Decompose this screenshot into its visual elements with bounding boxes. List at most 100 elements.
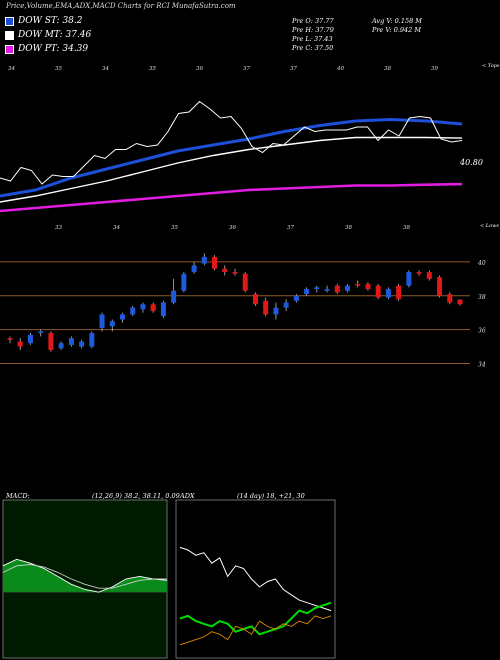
legend-swatch-icon <box>5 44 14 54</box>
candle-body <box>7 338 13 340</box>
candle-body <box>345 285 350 291</box>
candle-body <box>212 256 218 269</box>
stat-pre-close: Pre C: 37.50 <box>292 44 334 52</box>
macd-series-line <box>2 564 167 589</box>
price-level-label: 34 <box>478 362 486 369</box>
candle-body <box>273 307 279 315</box>
ema-top-label: 40 <box>336 66 344 72</box>
stat-pre-high: Pre H: 37.79 <box>292 26 334 34</box>
ema-bottom-label: 37 <box>287 225 294 231</box>
ema-level-value: 40.80 <box>460 158 483 167</box>
candle-body <box>426 272 432 279</box>
candle-body <box>355 283 361 286</box>
candle-body <box>38 331 44 334</box>
price-level-label: 36 <box>478 328 486 335</box>
ema-top-label: 35 <box>55 66 62 72</box>
ema-panel: 34 35 34 35 36 37 37 40 38 39 33 34 35 36 37 38 38 <box>0 66 463 231</box>
legend-dow-st: DOW ST: 38.2 <box>5 16 83 26</box>
candle-body <box>201 256 207 264</box>
ema-series-line <box>0 182 463 213</box>
ema-top-label: 34 <box>8 66 15 72</box>
candle-body <box>48 333 54 350</box>
candle-body <box>27 334 33 344</box>
ema-bottom-label: 33 <box>55 225 62 231</box>
candle-body <box>447 294 453 303</box>
close-price-line <box>0 100 463 185</box>
macd-params: (12,26,9) 38.2, 38.11, 0.09 <box>92 492 180 500</box>
candle-body <box>396 285 402 300</box>
candle-body <box>222 268 228 273</box>
candle-body <box>416 272 422 274</box>
legend-label: DOW ST: 38.2 <box>18 16 83 26</box>
candle-body <box>457 299 463 305</box>
ema-top-label: 38 <box>384 66 391 72</box>
adx-series-line <box>179 615 332 646</box>
adx-params: (14 day) 18, +21, 30 <box>237 492 305 500</box>
candle-body <box>242 273 248 291</box>
legend-dow-pt: DOW PT: 34.39 <box>5 44 88 54</box>
candle-body <box>334 285 340 293</box>
macd-title: MACD: <box>6 492 30 500</box>
macd-series-line <box>2 558 168 593</box>
macd-panel <box>2 499 168 659</box>
candle-body <box>120 314 125 320</box>
candle-body <box>17 341 23 347</box>
candle-body <box>314 287 320 290</box>
legend-swatch-icon <box>5 30 14 40</box>
candle-body <box>79 341 85 347</box>
stat-avg-volume: Avg V: 0.158 M <box>372 17 422 25</box>
stat-pre-volume: Pre V: 0.942 M <box>372 26 422 34</box>
adx-series-line <box>179 601 332 636</box>
candlestick-panel: 40 38 36 34 <box>0 253 486 369</box>
price-level-label: 38 <box>478 294 486 301</box>
candle-body <box>375 285 381 298</box>
candle-body <box>160 302 166 317</box>
ema-top-label: 37 <box>243 66 250 72</box>
candle-body <box>365 283 371 290</box>
adx-frame <box>175 499 336 659</box>
ema-bottom-label: 38 <box>403 225 410 231</box>
candle-body <box>58 343 64 349</box>
candle-body <box>263 300 269 315</box>
candle-body <box>191 265 197 273</box>
candle-body <box>283 302 289 308</box>
ema-bottom-label: 36 <box>229 225 236 231</box>
candle-body <box>109 321 115 327</box>
ema-top-label: 34 <box>102 66 109 72</box>
legend-label: DOW PT: 34.39 <box>18 44 89 54</box>
legend-swatch-icon <box>5 16 14 26</box>
adx-title: ADX <box>180 492 195 500</box>
ema-series-line <box>0 117 463 198</box>
ema-bottom-label: 34 <box>113 225 120 231</box>
candle-body <box>68 338 74 345</box>
candle-body <box>324 289 330 291</box>
candle-body <box>99 314 105 328</box>
candle-body <box>171 290 177 303</box>
candle-body <box>140 304 146 310</box>
price-level-label: 40 <box>477 260 486 267</box>
ema-top-label: 35 <box>149 66 156 72</box>
candle-body <box>89 333 95 347</box>
ema-lows-label: < Lows <box>480 223 499 229</box>
adx-series-line <box>179 546 332 612</box>
candle-body <box>406 272 412 286</box>
candle-body <box>293 295 299 301</box>
legend-dow-mt: DOW MT: 37.46 <box>5 30 91 40</box>
candle-body <box>232 272 238 274</box>
ema-bottom-label: 38 <box>345 225 352 231</box>
stat-pre-low: Pre L: 37.43 <box>292 35 333 43</box>
ema-top-label: 39 <box>431 66 438 72</box>
stat-pre-open: Pre O: 37.77 <box>292 17 334 25</box>
candle-body <box>252 294 258 305</box>
ema-tops-label: < Tops <box>482 63 500 69</box>
candle-body <box>150 304 156 312</box>
ema-top-label: 37 <box>290 66 297 72</box>
adx-panel <box>175 499 336 659</box>
candle-body <box>385 289 391 298</box>
candle-body <box>181 273 187 291</box>
candle-body <box>304 289 310 295</box>
ema-top-label: 36 <box>196 66 203 72</box>
legend-label: DOW MT: 37.46 <box>18 30 92 40</box>
ema-bottom-label: 35 <box>171 225 178 231</box>
